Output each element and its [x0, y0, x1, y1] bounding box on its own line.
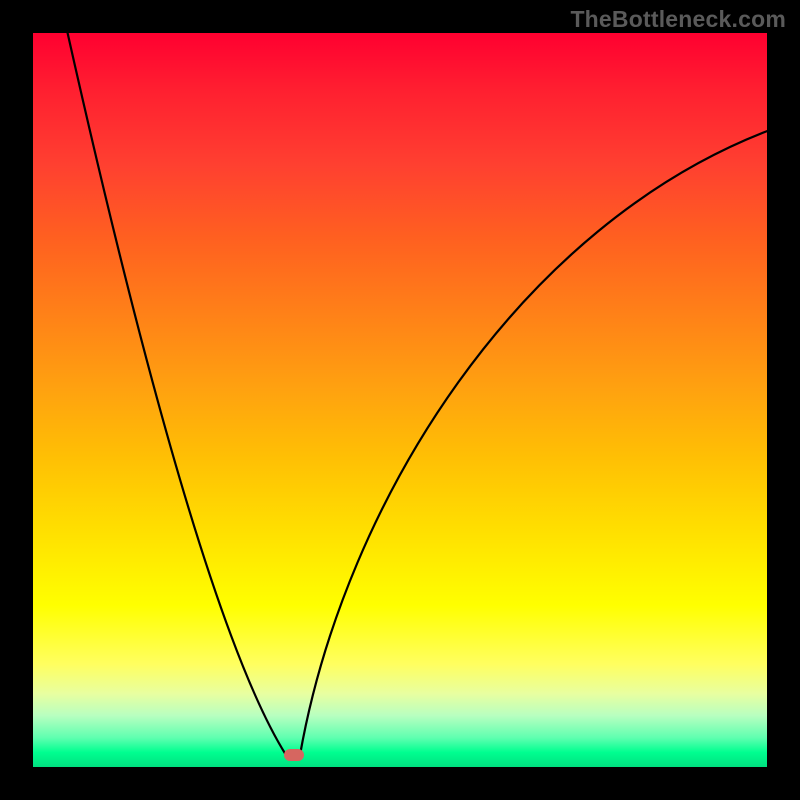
- bottleneck-marker: [284, 749, 304, 761]
- watermark-text: TheBottleneck.com: [570, 6, 786, 33]
- chart-container: TheBottleneck.com: [0, 0, 800, 800]
- plot-area: [33, 33, 767, 767]
